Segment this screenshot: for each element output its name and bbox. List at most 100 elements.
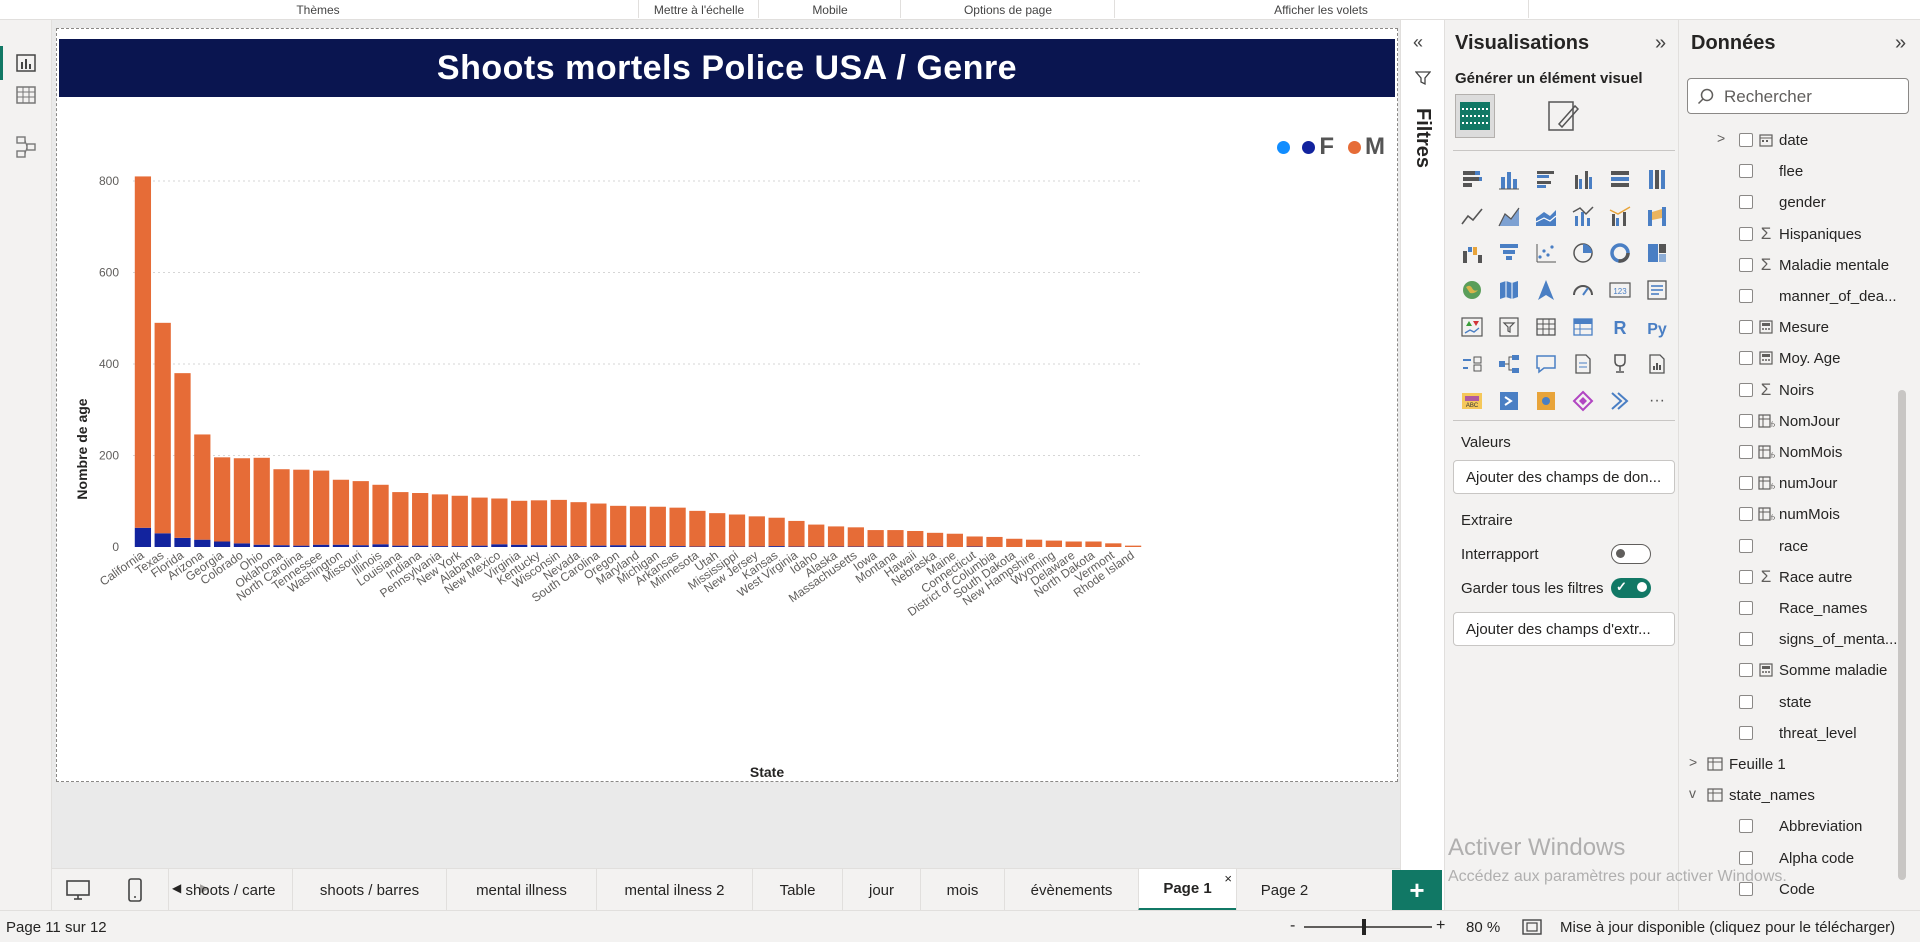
- bar-m[interactable]: [1045, 540, 1063, 547]
- field-item[interactable]: race: [1679, 531, 1920, 562]
- interrapport-toggle[interactable]: [1611, 544, 1651, 564]
- page-tab[interactable]: shoots / carte: [168, 869, 292, 911]
- bar-f[interactable]: [352, 545, 369, 547]
- bar-m[interactable]: [610, 505, 627, 546]
- field-checkbox[interactable]: [1739, 413, 1753, 428]
- bar-f[interactable]: [709, 546, 726, 547]
- bar-m[interactable]: [530, 500, 548, 546]
- bar-m[interactable]: [1124, 545, 1142, 547]
- fit-to-page-icon[interactable]: [1522, 919, 1542, 939]
- field-item[interactable]: fx NomJour: [1679, 406, 1920, 437]
- stacked-bar-icon[interactable]: [1453, 160, 1490, 197]
- bar-m[interactable]: [372, 484, 389, 545]
- bar-m[interactable]: [689, 510, 706, 547]
- field-item[interactable]: flee: [1679, 156, 1920, 187]
- report-view-icon[interactable]: [10, 48, 42, 78]
- bar-m[interactable]: [293, 469, 310, 546]
- pie-icon[interactable]: [1564, 234, 1601, 271]
- page-tab[interactable]: Table: [752, 869, 842, 911]
- bar-m[interactable]: [412, 493, 429, 546]
- field-item[interactable]: Σ Hispaniques: [1679, 219, 1920, 250]
- field-checkbox[interactable]: [1739, 881, 1753, 896]
- bar-m[interactable]: [788, 520, 805, 547]
- bar-m[interactable]: [669, 507, 686, 547]
- bar-m[interactable]: [827, 526, 845, 547]
- multirow-card-icon[interactable]: [1638, 271, 1675, 308]
- field-item[interactable]: Abbreviation: [1679, 811, 1920, 842]
- filters-label[interactable]: Filtres: [1412, 108, 1434, 169]
- donut-icon[interactable]: [1601, 234, 1638, 271]
- filled-map-icon[interactable]: [1490, 271, 1527, 308]
- azure-map-icon[interactable]: [1527, 271, 1564, 308]
- field-item[interactable]: Code: [1679, 874, 1920, 905]
- bar-f[interactable]: [590, 545, 607, 547]
- bar-m[interactable]: [134, 176, 152, 528]
- qa-icon[interactable]: [1527, 345, 1564, 382]
- bar-m[interactable]: [451, 495, 468, 547]
- bar-m[interactable]: [313, 470, 330, 545]
- field-checkbox[interactable]: [1739, 850, 1753, 865]
- field-item[interactable]: Σ Maladie mentale: [1679, 250, 1920, 281]
- tab-scroll-left-icon[interactable]: ◀: [172, 881, 182, 895]
- bar-m[interactable]: [273, 469, 290, 546]
- valeurs-dropzone[interactable]: Ajouter des champs de don...: [1453, 460, 1675, 494]
- gauge-icon[interactable]: [1564, 271, 1601, 308]
- bar-m[interactable]: [511, 500, 528, 545]
- field-item[interactable]: Race_names: [1679, 593, 1920, 624]
- bar-m[interactable]: [728, 514, 746, 547]
- page-tab[interactable]: shoots / barres: [292, 869, 446, 911]
- bar-f[interactable]: [610, 545, 627, 547]
- bar-m[interactable]: [392, 492, 409, 546]
- bar-m[interactable]: [471, 497, 488, 546]
- field-item[interactable]: Somme maladie: [1679, 655, 1920, 686]
- page-tab[interactable]: mois: [920, 869, 1004, 911]
- collapse-right-icon[interactable]: »: [1895, 32, 1907, 54]
- bar-f[interactable]: [768, 546, 785, 547]
- bar-f[interactable]: [511, 544, 528, 547]
- bar-m[interactable]: [709, 513, 726, 547]
- table-view-icon[interactable]: [10, 80, 42, 110]
- bar-f[interactable]: [550, 545, 567, 547]
- bar-m[interactable]: [570, 502, 587, 547]
- page-tab[interactable]: mental illness: [446, 869, 596, 911]
- table-icon[interactable]: [1527, 308, 1564, 345]
- expand-icon[interactable]: >: [1717, 130, 1726, 146]
- model-view-icon[interactable]: [10, 132, 42, 162]
- area-chart-icon[interactable]: [1490, 197, 1527, 234]
- bar-f[interactable]: [194, 539, 211, 547]
- python-visual-icon[interactable]: Py: [1638, 308, 1675, 345]
- field-item[interactable]: fx NomMois: [1679, 437, 1920, 468]
- bar-m[interactable]: [174, 373, 191, 538]
- key-influencers-icon[interactable]: [1453, 345, 1490, 382]
- field-item[interactable]: fx numJour: [1679, 468, 1920, 499]
- field-item[interactable]: Moy. Age: [1679, 343, 1920, 374]
- bar-f[interactable]: [491, 544, 508, 547]
- bar-f[interactable]: [530, 545, 548, 547]
- table-item[interactable]: v state_names: [1679, 780, 1920, 811]
- bar-f[interactable]: [471, 545, 488, 547]
- field-checkbox[interactable]: [1739, 164, 1753, 179]
- bar-m[interactable]: [194, 434, 211, 540]
- paginated-report-icon[interactable]: [1638, 345, 1675, 382]
- bar-m[interactable]: [253, 457, 270, 545]
- field-checkbox[interactable]: [1739, 569, 1753, 584]
- arcgis-icon[interactable]: [1527, 382, 1564, 419]
- build-visual-tab-icon[interactable]: [1455, 94, 1495, 138]
- page-tab[interactable]: jour: [842, 869, 920, 911]
- bar-m[interactable]: [213, 457, 231, 542]
- field-checkbox[interactable]: [1739, 445, 1753, 459]
- field-item[interactable]: > date: [1679, 125, 1920, 156]
- treemap-icon[interactable]: [1638, 234, 1675, 271]
- 100-column-icon[interactable]: [1638, 160, 1675, 197]
- field-checkbox[interactable]: [1739, 632, 1753, 647]
- filters-pane-collapsed[interactable]: « Filtres: [1400, 20, 1444, 910]
- table-item[interactable]: > Feuille 1: [1679, 749, 1920, 780]
- bar-m[interactable]: [1065, 541, 1082, 547]
- field-item[interactable]: fx numMois: [1679, 499, 1920, 530]
- bar-f[interactable]: [253, 544, 270, 547]
- bar-f[interactable]: [313, 544, 330, 547]
- field-checkbox[interactable]: [1739, 725, 1753, 740]
- bar-m[interactable]: [550, 499, 567, 546]
- field-checkbox[interactable]: [1739, 476, 1753, 491]
- keep-filters-toggle[interactable]: ✓: [1611, 578, 1651, 598]
